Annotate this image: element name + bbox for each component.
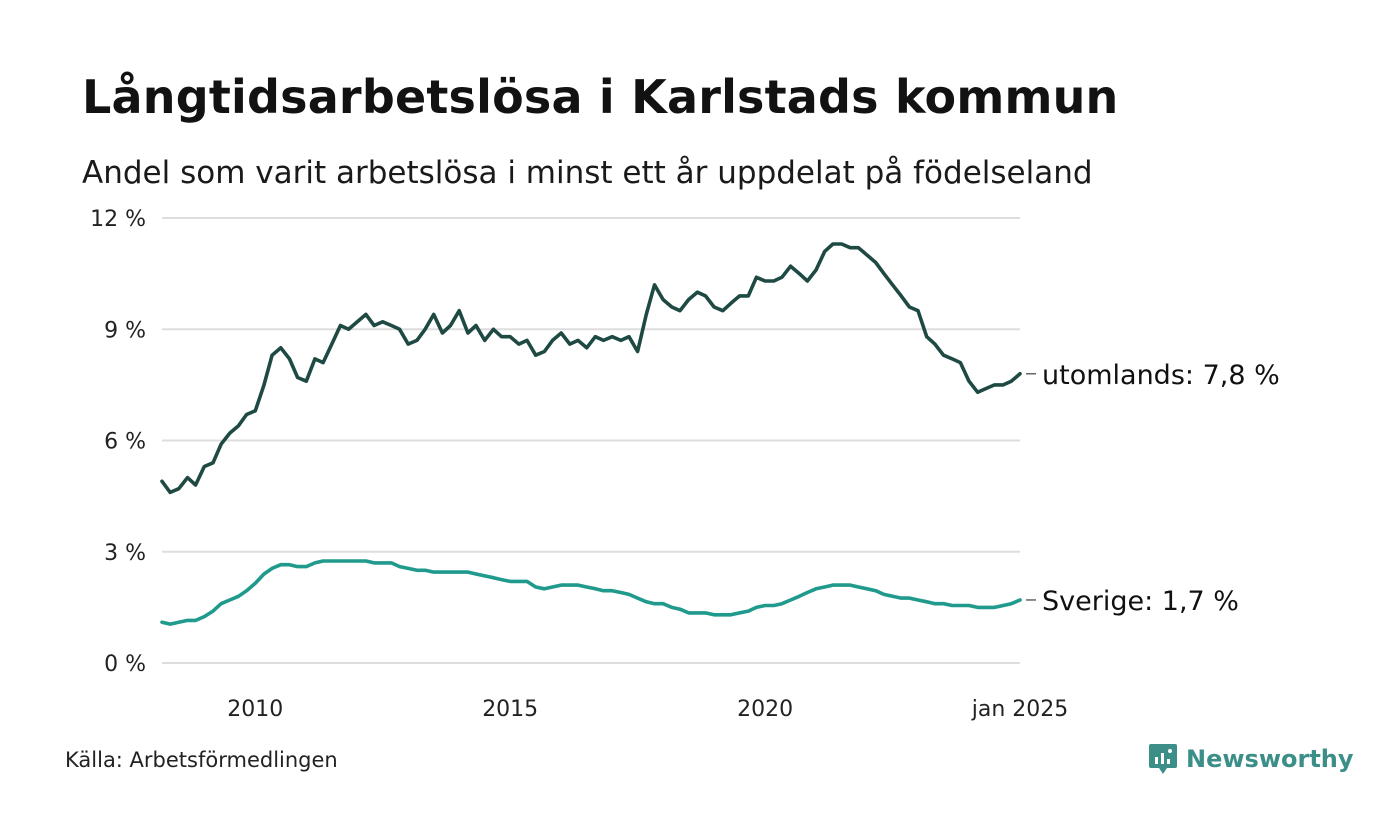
brand-name: Newsworthy [1186, 745, 1354, 773]
newsworthy-icon [1149, 744, 1177, 774]
y-tick-label: 0 % [104, 652, 146, 677]
x-axis: 2010 2015 2020 jan 2025 [227, 697, 1068, 722]
grid-layer [162, 217, 1020, 664]
x-tick-label: 2020 [737, 697, 793, 722]
chart-subtitle: Andel som varit arbetslösa i minst ett å… [82, 155, 1093, 191]
series-line-sverige [160, 559, 1022, 626]
y-tick-label: 6 % [104, 430, 146, 455]
series-line-utomlands [160, 242, 1022, 495]
source-note: Källa: Arbetsförmedlingen [65, 748, 338, 772]
brand-logo: Newsworthy [1148, 742, 1354, 776]
y-tick-label: 9 % [104, 318, 146, 343]
series-layer [160, 242, 1022, 626]
chart-title: Långtidsarbetslösa i Karlstads kommun [82, 70, 1119, 124]
x-tick-label: 2015 [482, 697, 538, 722]
x-tick-label: 2010 [227, 697, 283, 722]
end-label-utomlands: utomlands: 7,8 % [1042, 360, 1280, 391]
end-labels: utomlands: 7,8 % Sverige: 1,7 % [1026, 360, 1280, 617]
y-tick-label: 12 % [90, 207, 146, 232]
y-axis: 0 % 3 % 6 % 9 % 12 % [90, 207, 146, 677]
x-tick-label: jan 2025 [971, 697, 1069, 722]
y-tick-label: 3 % [104, 541, 146, 566]
end-label-sverige: Sverige: 1,7 % [1042, 586, 1239, 617]
